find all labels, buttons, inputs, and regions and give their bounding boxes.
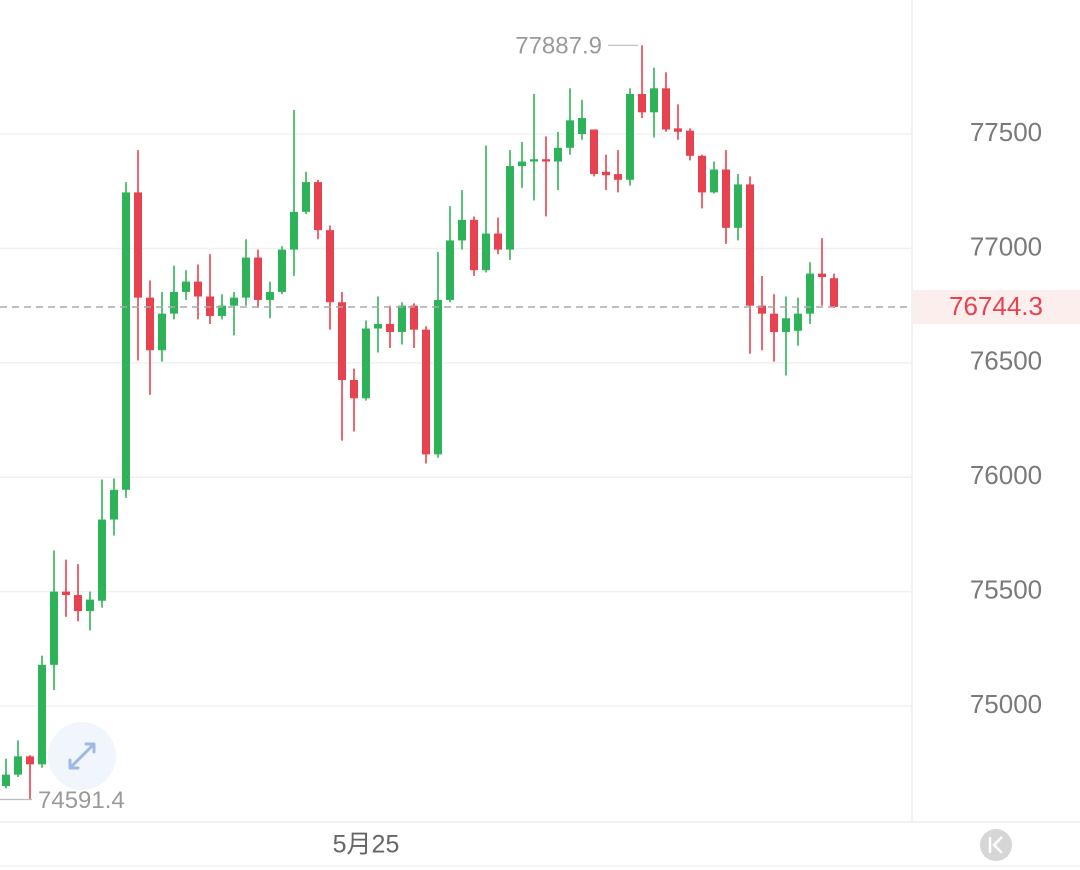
candle-body <box>98 519 106 601</box>
candle-body <box>410 305 418 330</box>
candle-body <box>482 233 490 271</box>
candle-body <box>374 323 382 329</box>
candle-body <box>758 305 766 314</box>
candle-body <box>506 166 514 250</box>
candle-body <box>614 174 622 180</box>
candle-body <box>674 128 682 132</box>
candle-body <box>146 297 154 351</box>
expand-button[interactable] <box>48 722 116 790</box>
candle-body <box>230 297 238 306</box>
y-tick-label: 77500 <box>970 117 1042 147</box>
y-tick-label: 77000 <box>970 231 1042 261</box>
candle-body <box>542 159 550 162</box>
candle-body <box>266 291 274 300</box>
candle-body <box>110 489 118 520</box>
candle-body <box>314 182 322 231</box>
last-price-label: 76744.3 <box>949 291 1043 321</box>
candle-body <box>566 120 574 148</box>
candle-body <box>698 155 706 193</box>
candle-body <box>770 313 778 332</box>
y-tick-label: 75500 <box>970 574 1042 604</box>
candle-body <box>578 118 586 135</box>
last-price-bg <box>913 289 1080 324</box>
candle-body <box>242 257 250 298</box>
y-tick-label: 75000 <box>970 689 1042 719</box>
candle-body <box>2 774 10 787</box>
candle-body <box>710 169 718 193</box>
candle-body <box>182 281 190 292</box>
candle-body <box>686 130 694 156</box>
candle-body <box>734 184 742 228</box>
x-tick-label: 5月25 <box>333 831 400 859</box>
candle-body <box>74 595 82 612</box>
candle-body <box>422 329 430 455</box>
candle-body <box>662 88 670 130</box>
candle-body <box>446 240 454 300</box>
candle-body <box>458 219 466 241</box>
candle-body <box>194 281 202 297</box>
y-tick-label: 76000 <box>970 460 1042 490</box>
candle-body <box>494 233 502 250</box>
max-label: 77887.9 <box>515 33 602 60</box>
candle-body <box>170 291 178 314</box>
candle-body <box>722 169 730 228</box>
candle-body <box>14 756 22 775</box>
candle-body <box>518 161 526 167</box>
y-tick-label: 76500 <box>970 346 1042 376</box>
candle-body <box>434 299 442 455</box>
candle-body <box>86 599 94 612</box>
candle-body <box>338 302 346 381</box>
candle-body <box>590 129 598 175</box>
candle-body <box>302 182 310 212</box>
candle-body <box>806 273 814 314</box>
candle-body <box>254 257 262 300</box>
candle-body <box>278 249 286 292</box>
candle-body <box>158 313 166 351</box>
candle-body <box>398 305 406 332</box>
candle-body <box>134 192 142 298</box>
candle-body <box>350 380 358 399</box>
candle-body <box>818 273 826 278</box>
candle-body <box>362 328 370 399</box>
candle-body <box>290 211 298 250</box>
candle-body <box>554 147 562 162</box>
candle-body <box>782 318 790 332</box>
candle-body <box>626 94 634 180</box>
candle-body <box>746 184 754 306</box>
candle-body <box>218 305 226 316</box>
candle-body <box>326 230 334 303</box>
candle-body <box>530 159 538 162</box>
candle-body <box>470 219 478 271</box>
candle-body <box>650 88 658 113</box>
min-label: 74591.4 <box>38 787 125 814</box>
k-button[interactable] <box>980 829 1012 861</box>
candle-body <box>638 94 646 113</box>
candle-body <box>50 591 58 665</box>
candle-body <box>830 278 838 307</box>
candle-body <box>62 591 70 596</box>
candle-body <box>26 756 34 765</box>
candle-body <box>38 664 46 765</box>
candle-body <box>602 171 610 176</box>
candle-body <box>122 192 130 490</box>
candle-body <box>794 313 802 331</box>
candle-body <box>386 323 394 332</box>
